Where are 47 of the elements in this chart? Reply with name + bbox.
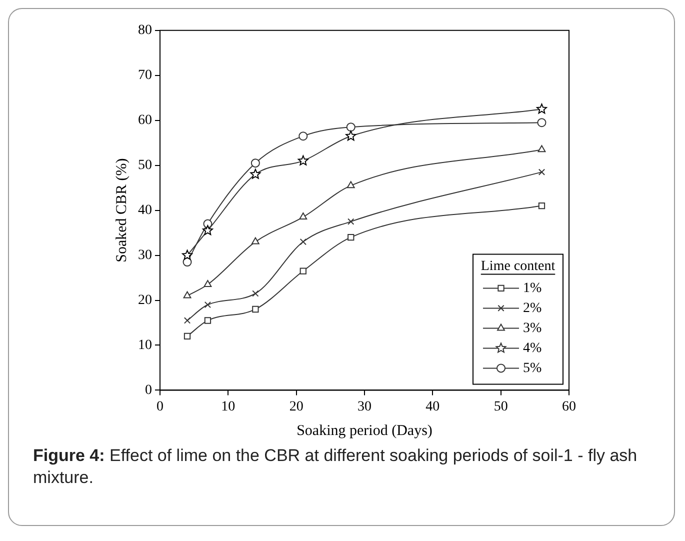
point [250, 158, 260, 168]
y-tick-label: 10 [138, 338, 152, 353]
point [299, 212, 308, 220]
x-axis-title: Soaking period (Days) [296, 422, 432, 439]
y-tick-label: 70 [138, 68, 152, 84]
point [538, 168, 546, 176]
y-tick-label: 60 [138, 113, 152, 128]
point [298, 132, 308, 141]
legend-label: 1% [523, 280, 542, 296]
point [538, 145, 546, 152]
point [204, 280, 212, 288]
point [204, 301, 212, 308]
x-tick-label: 50 [494, 399, 508, 414]
x-tick-label: 40 [426, 399, 440, 414]
y-tick-label: 0 [145, 382, 152, 398]
point [538, 202, 546, 210]
x-tick-label: 10 [221, 399, 236, 414]
legend-label: 4% [523, 340, 542, 356]
y-tick-label: 50 [138, 158, 152, 173]
point [204, 317, 212, 324]
y-tick-label: 20 [138, 292, 152, 308]
y-tick-label: 40 [138, 202, 152, 218]
point [183, 291, 192, 298]
y-axis-title: Soaked CBR (%) [114, 158, 130, 262]
legend-title: Lime content [480, 258, 556, 274]
point [300, 268, 306, 274]
point [252, 290, 259, 297]
y-tick-label: 30 [138, 248, 152, 263]
x-tick-label: 20 [289, 399, 304, 414]
point [348, 218, 354, 225]
legend-label: 5% [523, 360, 542, 376]
point [537, 118, 546, 128]
point [251, 237, 260, 244]
x-tick-label: 60 [562, 399, 576, 414]
x-tick-label: 30 [358, 399, 372, 414]
point [346, 181, 355, 188]
caption: Figure 4: Effect of lime on the CBR at different soaking periods of soil-1 - fly ash mixture. [33, 445, 638, 489]
point [348, 234, 354, 241]
legend-label: 3% [523, 320, 542, 336]
legend-label: 2% [523, 300, 542, 316]
point [184, 332, 191, 340]
x-tick-label: 0 [156, 399, 164, 414]
point [184, 317, 191, 324]
y-tick-label: 80 [138, 23, 152, 38]
point [346, 122, 356, 132]
point [300, 238, 306, 246]
point [252, 306, 259, 313]
